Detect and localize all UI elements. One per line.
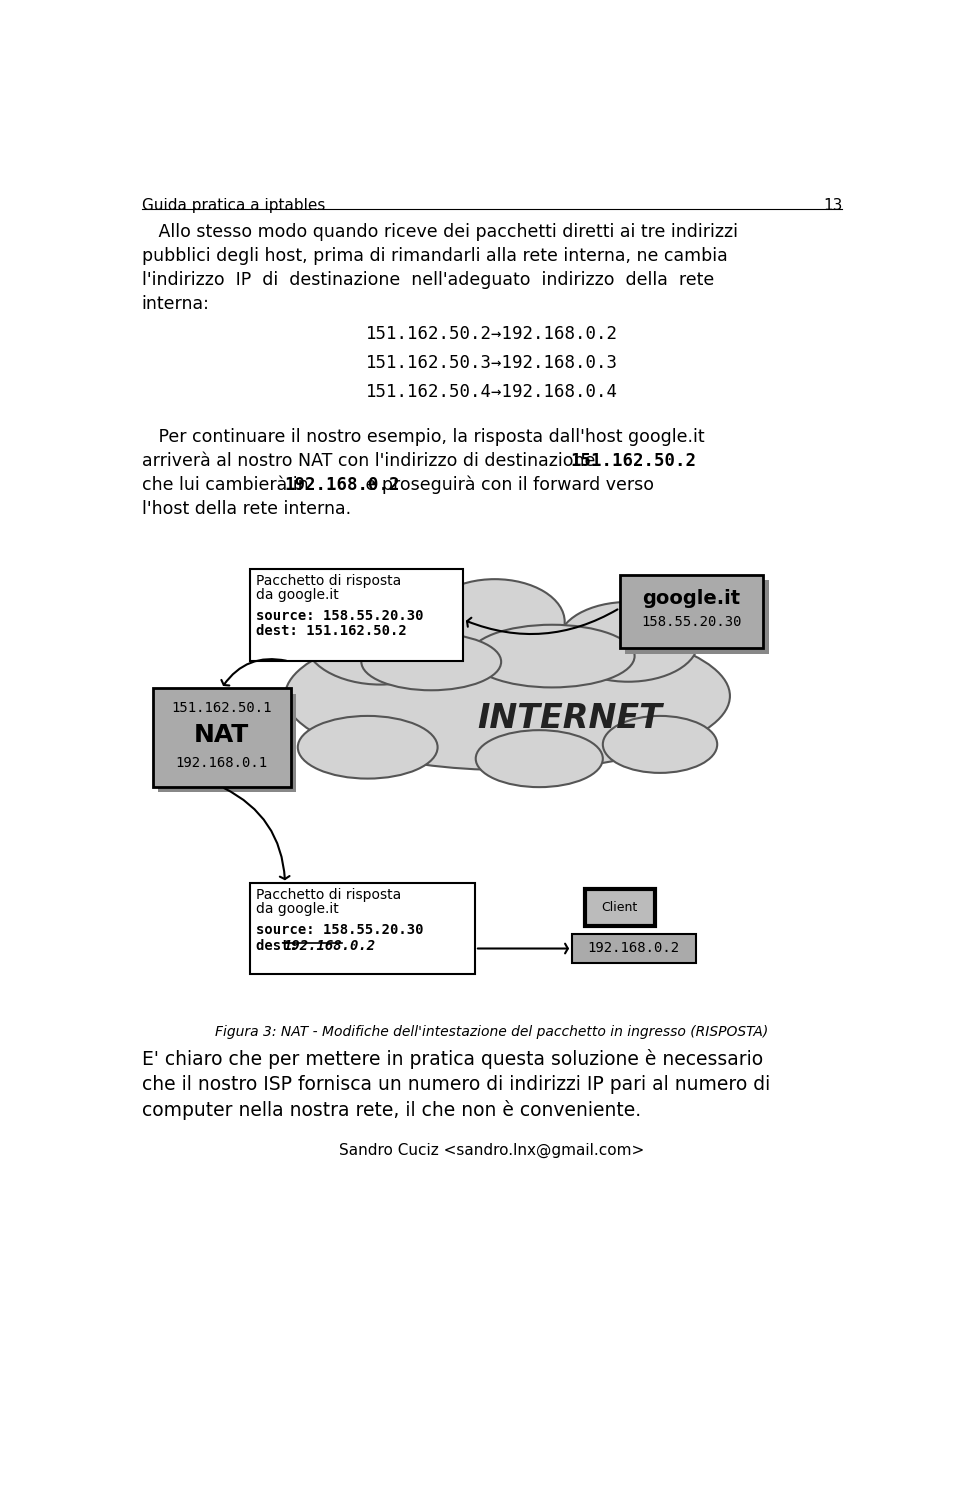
- Text: 13: 13: [823, 197, 842, 212]
- Text: 151.162.50.3→192.168.0.3: 151.162.50.3→192.168.0.3: [366, 354, 618, 372]
- Text: e proseguirà con il forward verso: e proseguirà con il forward verso: [360, 476, 655, 494]
- Ellipse shape: [469, 625, 635, 687]
- Text: Per continuare il nostro esempio, la risposta dall'host google.it: Per continuare il nostro esempio, la ris…: [142, 428, 705, 446]
- Text: che lui cambierà in: che lui cambierà in: [142, 476, 314, 494]
- Text: 151.162.50.2: 151.162.50.2: [570, 452, 696, 470]
- Text: source: 158.55.20.30: source: 158.55.20.30: [255, 609, 423, 622]
- Text: Figura 3: NAT - Modifiche dell'intestazione del pacchetto in ingresso (RISPOSTA): Figura 3: NAT - Modifiche dell'intestazi…: [215, 1025, 769, 1038]
- Ellipse shape: [298, 716, 438, 779]
- FancyBboxPatch shape: [251, 883, 475, 974]
- Text: da google.it: da google.it: [255, 588, 338, 603]
- Text: 192.168.0.2: 192.168.0.2: [588, 940, 680, 955]
- FancyBboxPatch shape: [572, 934, 696, 963]
- Text: 192.168.0.1: 192.168.0.1: [176, 757, 268, 770]
- Ellipse shape: [285, 622, 730, 770]
- Text: Guida pratica a iptables: Guida pratica a iptables: [142, 197, 325, 212]
- Text: 158.55.20.30: 158.55.20.30: [641, 615, 742, 628]
- Text: INTERNET: INTERNET: [477, 702, 662, 735]
- Text: Client: Client: [602, 901, 638, 913]
- Text: che il nostro ISP fornisca un numero di indirizzi IP pari al numero di: che il nostro ISP fornisca un numero di …: [142, 1074, 770, 1094]
- Text: Sandro Cuciz <sandro.lnx@gmail.com>: Sandro Cuciz <sandro.lnx@gmail.com>: [340, 1142, 644, 1157]
- Text: 151.162.50.2→192.168.0.2: 151.162.50.2→192.168.0.2: [366, 326, 618, 342]
- Text: dest: 151.162.50.2: dest: 151.162.50.2: [255, 624, 406, 639]
- Text: pubblici degli host, prima di rimandarli alla rete interna, ne cambia: pubblici degli host, prima di rimandarli…: [142, 247, 728, 265]
- Text: 151.162.50.4→192.168.0.4: 151.162.50.4→192.168.0.4: [366, 383, 618, 401]
- FancyBboxPatch shape: [585, 889, 655, 927]
- Ellipse shape: [304, 594, 457, 684]
- FancyBboxPatch shape: [620, 576, 763, 648]
- Text: interna:: interna:: [142, 295, 209, 313]
- FancyBboxPatch shape: [251, 570, 464, 662]
- Ellipse shape: [361, 633, 501, 690]
- Text: dest:: dest:: [255, 939, 306, 952]
- Text: Pacchetto di risposta: Pacchetto di risposta: [255, 888, 401, 901]
- Text: Allo stesso modo quando riceve dei pacchetti diretti ai tre indirizzi: Allo stesso modo quando riceve dei pacch…: [142, 223, 737, 241]
- Text: computer nella nostra rete, il che non è conveniente.: computer nella nostra rete, il che non è…: [142, 1100, 641, 1120]
- Text: google.it: google.it: [642, 589, 740, 607]
- Text: l'host della rete interna.: l'host della rete interna.: [142, 500, 350, 517]
- FancyBboxPatch shape: [153, 689, 291, 787]
- Text: 192.168.0.2: 192.168.0.2: [284, 476, 399, 494]
- Text: da google.it: da google.it: [255, 903, 338, 916]
- FancyBboxPatch shape: [158, 693, 296, 793]
- Text: NAT: NAT: [194, 723, 250, 747]
- Text: arriverà al nostro NAT con l'indirizzo di destinazione: arriverà al nostro NAT con l'indirizzo d…: [142, 452, 601, 470]
- Ellipse shape: [476, 731, 603, 787]
- Text: E' chiaro che per mettere in pratica questa soluzione è necessario: E' chiaro che per mettere in pratica que…: [142, 1049, 763, 1070]
- Ellipse shape: [603, 716, 717, 773]
- FancyBboxPatch shape: [625, 580, 769, 654]
- Text: l'indirizzo  IP  di  destinazione  nell'adeguato  indirizzo  della  rete: l'indirizzo IP di destinazione nell'adeg…: [142, 271, 714, 289]
- Text: Pacchetto di risposta: Pacchetto di risposta: [255, 574, 401, 588]
- Text: 151.162.50.1: 151.162.50.1: [171, 701, 272, 714]
- Ellipse shape: [559, 601, 698, 681]
- Ellipse shape: [425, 579, 564, 665]
- Text: source: 158.55.20.30: source: 158.55.20.30: [255, 924, 423, 937]
- Text: 192.168.0.2: 192.168.0.2: [283, 939, 375, 952]
